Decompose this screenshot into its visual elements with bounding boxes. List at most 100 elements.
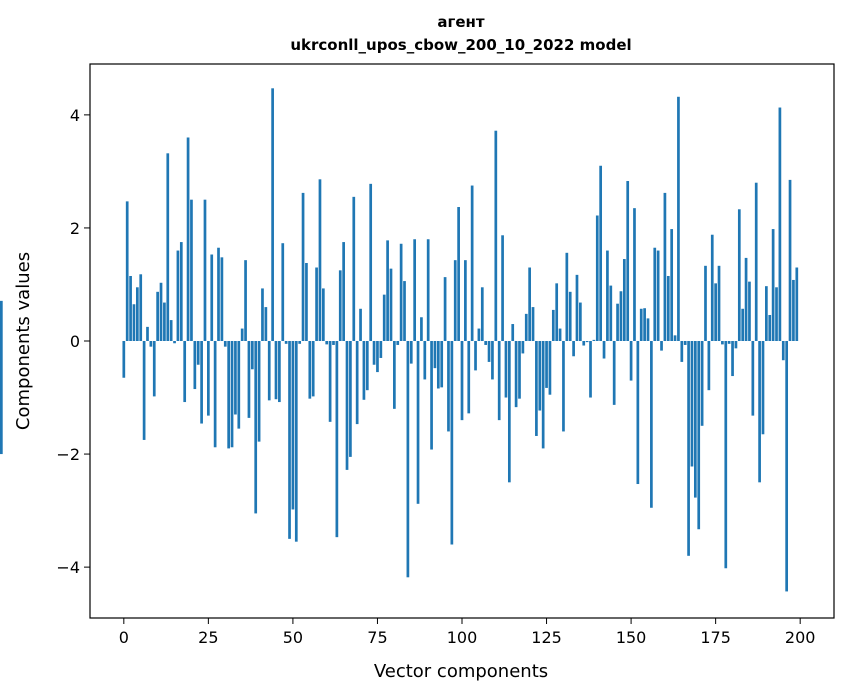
bar — [606, 250, 609, 341]
bar — [602, 341, 606, 359]
bar — [234, 341, 237, 415]
bar — [355, 341, 359, 425]
bar — [795, 267, 799, 341]
bar — [382, 294, 386, 341]
bar — [589, 341, 592, 398]
bar — [636, 341, 640, 485]
bar — [447, 341, 450, 432]
bar — [149, 341, 153, 347]
bar — [173, 341, 176, 344]
bar — [741, 308, 745, 341]
bar — [169, 320, 173, 341]
bar — [247, 341, 251, 418]
bar — [305, 262, 308, 341]
bar — [768, 314, 772, 341]
bar — [196, 341, 200, 365]
bar — [724, 341, 728, 569]
bar — [633, 208, 636, 341]
bar — [595, 215, 599, 341]
bar — [727, 341, 731, 344]
bar — [271, 88, 274, 341]
bar — [349, 341, 352, 457]
bar — [734, 341, 738, 349]
bar — [325, 341, 329, 345]
x-axis-label: Vector components — [374, 661, 548, 682]
bar — [420, 317, 423, 341]
bar — [673, 335, 677, 341]
bar — [359, 308, 362, 341]
bar — [494, 130, 498, 341]
bar — [548, 341, 552, 395]
bar — [210, 254, 214, 341]
x-tick-label: 150 — [616, 628, 647, 647]
bar — [710, 234, 714, 341]
bar — [592, 339, 596, 341]
bar — [132, 304, 136, 341]
bar — [261, 288, 264, 341]
bar — [504, 341, 508, 398]
bar — [704, 265, 707, 341]
bar — [758, 341, 761, 483]
bar — [369, 183, 373, 341]
bar — [565, 252, 569, 341]
bar — [335, 341, 339, 538]
bar — [619, 291, 623, 341]
bar — [386, 240, 389, 341]
bar — [775, 287, 778, 341]
bar — [497, 341, 501, 421]
bar — [186, 137, 190, 341]
bar — [748, 281, 751, 341]
bar — [572, 341, 575, 357]
bar — [538, 341, 542, 411]
bar — [254, 341, 258, 514]
bar — [585, 341, 589, 343]
bar — [315, 267, 318, 341]
bar — [507, 341, 511, 483]
y-tick-label: −4 — [56, 558, 80, 577]
bar — [250, 341, 254, 370]
bar — [227, 341, 231, 449]
bar — [406, 341, 410, 578]
bar — [707, 341, 711, 391]
bars-group — [0, 88, 799, 592]
bar — [771, 229, 775, 341]
bar — [142, 341, 146, 440]
bar — [518, 341, 521, 399]
bar — [436, 341, 440, 389]
bar — [403, 281, 406, 341]
bar — [376, 341, 379, 373]
bar — [450, 341, 454, 545]
bar — [298, 341, 302, 344]
bar — [568, 291, 572, 341]
bar — [294, 341, 298, 542]
bar — [396, 341, 400, 345]
bar — [0, 300, 3, 341]
bar — [152, 341, 156, 397]
bar — [670, 229, 674, 341]
bar — [501, 235, 504, 341]
bar — [338, 270, 342, 341]
bar — [372, 341, 376, 365]
y-tick-label: 0 — [70, 332, 80, 351]
bar — [423, 341, 427, 380]
y-axis-label: Components values — [13, 252, 34, 430]
bar — [470, 185, 474, 341]
bar — [362, 341, 366, 400]
bar — [491, 341, 494, 380]
bar — [453, 260, 457, 341]
bar — [244, 260, 247, 341]
bar — [129, 275, 132, 341]
bar — [646, 318, 650, 341]
bar — [389, 268, 393, 341]
bar — [135, 287, 139, 341]
bar — [125, 201, 129, 341]
bar — [430, 341, 433, 450]
chart-subtitle: ukrconll_upos_cbow_200_10_2022 model — [290, 36, 631, 54]
x-tick-label: 175 — [700, 628, 731, 647]
x-tick-label: 100 — [447, 628, 478, 647]
bar — [599, 165, 603, 341]
chart-title: агент — [437, 13, 484, 31]
bar — [345, 341, 349, 470]
bar — [626, 181, 630, 341]
bar — [139, 274, 143, 341]
